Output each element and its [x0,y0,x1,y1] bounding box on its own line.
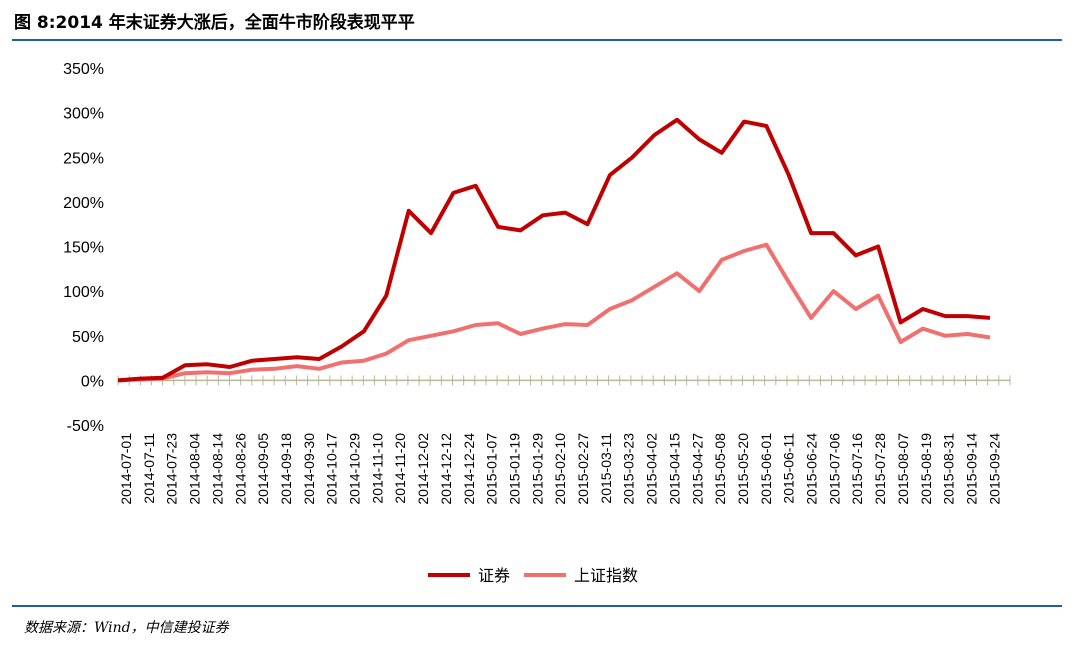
x-tick-label: 2015-04-02 [644,433,660,505]
chart-title: 图 8:2014 年末证券大涨后，全面牛市阶段表现平平 [14,13,415,33]
x-tick-label: 2015-05-08 [712,433,728,505]
x-tick-label: 2015-03-11 [598,433,614,504]
legend-label-securities: 证券 [478,566,510,585]
x-tick-label: 2015-09-14 [963,433,979,505]
x-tick-label: 2015-07-06 [826,433,842,505]
x-tick-label: 2014-08-26 [232,433,248,505]
x-tick-label: 2015-01-19 [506,433,522,505]
x-tick-label: 2014-11-10 [369,433,385,504]
legend-label-shanghai: 上证指数 [574,566,638,585]
series-lines [117,117,991,383]
footer-divider [12,605,1062,607]
y-tick-label: -50% [67,418,104,435]
x-tick-label: 2014-10-17 [324,433,340,505]
x-tick-label: 2015-07-28 [872,433,888,505]
y-tick-label: 300% [63,106,104,123]
y-tick-label: 200% [63,195,104,212]
x-tick-label: 2014-08-14 [209,433,225,505]
x-tick-label: 2015-04-27 [689,433,705,505]
x-tick-label: 2014-07-23 [164,433,180,505]
x-tick-label: 2015-02-27 [575,433,591,505]
y-tick-label: 150% [63,240,104,257]
chart-area: -50% 0% 50% 100% 150% 200% 250% 300% 350% 2014-0… [63,61,1011,585]
x-tick-label: 2015-06-11 [781,433,797,504]
x-tick-label: 2014-09-05 [255,433,271,505]
y-tick-label: 250% [63,150,104,167]
x-tick-label: 2015-07-16 [849,433,865,505]
x-tick-label: 2015-08-07 [895,433,911,505]
x-tick-label: 2015-01-07 [484,433,500,505]
x-tick-label: 2015-04-15 [666,433,682,505]
y-axis: -50% 0% 50% 100% 150% 200% 250% 300% 350% [63,61,104,435]
x-tick-label: 2015-08-31 [941,433,957,505]
x-tick-label: 2014-07-11 [141,433,157,504]
series-line-shanghai [117,242,991,383]
y-tick-label: 0% [81,373,104,390]
x-tick-label: 2014-12-24 [461,433,477,505]
legend: 证券 上证指数 [428,566,638,585]
x-tick-label: 2014-07-01 [118,433,134,505]
x-tick-label: 2015-03-23 [621,433,637,505]
x-tick-label: 2015-09-24 [986,433,1002,505]
x-tick-label: 2015-08-19 [918,433,934,505]
source-note: 数据来源：Wind，中信建投证券 [24,620,229,636]
x-tick-label: 2014-09-18 [278,433,294,505]
y-tick-label: 350% [63,61,104,78]
x-tick-label: 2015-06-01 [758,433,774,505]
x-tick-label: 2014-12-02 [415,433,431,505]
y-tick-label: 100% [63,284,104,301]
x-tick-label: 2014-10-29 [347,433,363,505]
x-tick-label: 2014-08-04 [187,433,203,505]
header-divider [12,39,1062,41]
x-tick-label: 2014-09-30 [301,433,317,505]
x-tick-label: 2015-06-24 [804,433,820,505]
x-tick-label: 2015-05-20 [735,433,751,505]
x-tick-label: 2014-12-12 [438,433,454,505]
x-axis: 2014-07-01 2014-07-11 2014-07-23 2014-08-04… [117,375,1011,505]
x-tick-label: 2014-11-20 [392,433,408,504]
x-tick-label: 2015-02-10 [552,433,568,505]
series-line-securities [117,117,991,383]
y-tick-label: 50% [72,329,104,346]
x-tick-label: 2015-01-29 [529,433,545,505]
